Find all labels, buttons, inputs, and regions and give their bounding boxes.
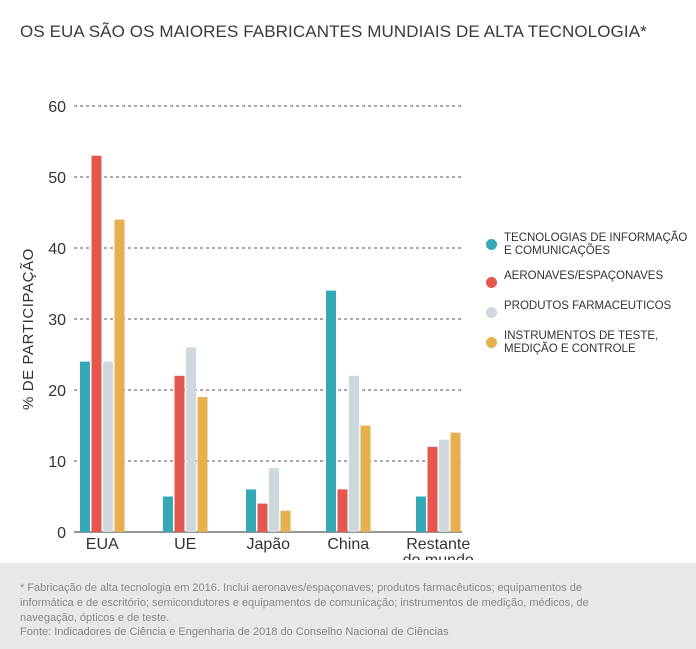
bar [186, 347, 196, 532]
legend-label: TECNOLOGIAS DE INFORMAÇÃO E COMUNICAÇÕES [504, 232, 688, 257]
legend-label: PRODUTOS FARMACEUTICOS [504, 300, 672, 312]
footnote: * Fabricação de alta tecnologia em 2016.… [20, 582, 589, 624]
bar [349, 375, 359, 532]
x-category-label: do mundo [403, 552, 474, 560]
bar [269, 468, 279, 532]
bar [416, 496, 426, 532]
bar [246, 489, 256, 532]
x-category-label: Japão [246, 536, 290, 553]
legend-label: INSTRUMENTOS DE TESTE, MEDIÇÃO E CONTROL… [504, 330, 659, 355]
y-tick-label: 30 [48, 312, 66, 329]
bar [80, 361, 90, 532]
legend-item: TECNOLOGIAS DE INFORMAÇÃO E COMUNICAÇÕES [486, 232, 696, 258]
bar [337, 489, 348, 532]
y-tick-label: 40 [48, 241, 66, 258]
bar-chart: 0 10 20 30 40 50 60 % DE PARTICIPAÇÃO EUA UE Japão… [20, 99, 474, 560]
bar [427, 446, 438, 532]
bar [257, 503, 268, 532]
bar [360, 425, 371, 532]
legend-item: AERONAVES/ESPAÇONAVES [486, 270, 696, 288]
footer: * Fabricação de alta tecnologia em 2016.… [0, 563, 696, 649]
y-tick-label: 10 [48, 454, 66, 471]
y-axis-label: % DE PARTICIPAÇÃO [20, 248, 37, 410]
bar [439, 439, 449, 532]
y-tick-label: 50 [48, 170, 66, 187]
y-tick-label: 0 [57, 525, 66, 542]
legend-swatch [486, 239, 497, 250]
bar [280, 510, 291, 532]
bar [450, 432, 461, 532]
x-category-label: China [327, 536, 369, 553]
bar [114, 219, 125, 532]
legend-swatch [486, 277, 497, 288]
bar [103, 361, 113, 532]
legend-swatch [486, 337, 497, 348]
legend-swatch [486, 307, 497, 318]
legend-item: PRODUTOS FARMACEUTICOS [486, 300, 696, 318]
bar [326, 290, 336, 532]
bar [163, 496, 173, 532]
x-category-label: EUA [86, 536, 119, 553]
bar [91, 155, 102, 532]
bar [174, 375, 185, 532]
legend-item: INSTRUMENTOS DE TESTE, MEDIÇÃO E CONTROL… [486, 330, 696, 356]
chart-legend: TECNOLOGIAS DE INFORMAÇÃO E COMUNICAÇÕES… [486, 232, 696, 368]
y-tick-label: 60 [48, 99, 66, 116]
legend-label: AERONAVES/ESPAÇONAVES [504, 270, 664, 282]
x-category-label: UE [174, 536, 196, 553]
y-tick-label: 20 [48, 383, 66, 400]
x-category-label: Restante [406, 536, 470, 553]
chart-title: OS EUA SÃO OS MAIORES FABRICANTES MUNDIA… [20, 22, 647, 41]
source-note: Fonte: Indicadores de Ciência e Engenhar… [20, 626, 449, 638]
bar [197, 397, 208, 532]
